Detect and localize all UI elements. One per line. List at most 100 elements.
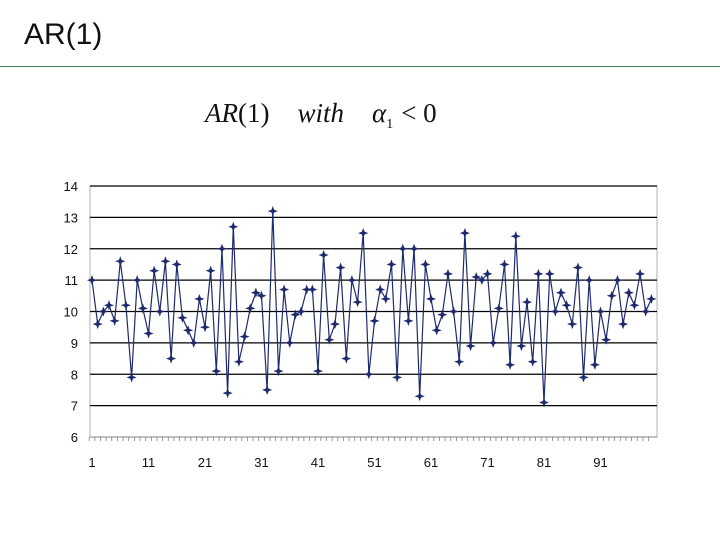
data-point [437,309,448,320]
data-point [171,259,182,270]
data-point [166,353,177,364]
data-point [409,243,420,254]
y-tick-label: 9 [71,336,78,351]
data-point [375,284,386,295]
y-tick-label: 11 [65,273,79,288]
data-point [392,372,403,383]
data-point [126,372,137,383]
data-point [493,303,504,314]
data-point [488,337,499,348]
data-point [635,268,646,279]
data-point [567,319,578,330]
data-point [403,315,414,326]
data-point [601,334,612,345]
data-point [521,297,533,308]
data-point [527,356,538,367]
data-point [307,284,318,295]
data-point [211,366,222,377]
x-tick-label: 91 [593,455,607,470]
data-point [290,309,301,320]
data-point [143,328,154,339]
data-point [341,353,352,364]
data-point [245,303,256,314]
data-point [262,384,273,395]
y-tick-label: 13 [64,210,78,225]
data-point [595,306,606,317]
data-point [329,319,341,330]
series-line [91,211,652,403]
data-point [476,275,487,286]
data-point [584,275,595,286]
data-point [640,306,651,317]
data-point [578,372,589,383]
data-point [352,297,363,308]
data-point [132,275,143,286]
formula-subscript: 1 [386,117,394,132]
data-point [183,325,194,336]
data-point [267,206,278,217]
data-point [646,293,657,304]
data-point [92,319,103,330]
data-point [301,284,312,295]
data-point [160,256,171,267]
data-point [177,312,188,323]
data-point [538,397,550,408]
data-point [533,268,544,279]
formula-lhs: AR [205,98,238,128]
data-point [98,306,109,317]
data-point [335,262,346,273]
data-point [363,369,374,380]
data-point [279,284,290,295]
x-tick-label: 21 [198,455,212,470]
data-point [199,322,211,333]
x-tick-label: 61 [424,455,438,470]
data-point [369,315,380,326]
data-point [86,275,98,286]
data-point [612,275,623,286]
data-point [623,287,634,298]
data-point [448,306,459,317]
x-tick-label: 71 [480,455,494,470]
data-point [618,319,629,330]
x-tick-label: 1 [88,455,95,470]
data-point [471,271,482,283]
data-point [606,290,617,301]
data-point [318,249,329,261]
data-point [296,306,307,317]
data-point [386,259,397,270]
data-point [154,306,165,317]
y-tick-label: 7 [71,399,78,414]
data-point [250,287,261,298]
data-point [216,243,228,254]
data-point [256,290,267,301]
data-point [284,337,295,348]
data-point [431,325,442,336]
data-point [346,275,357,286]
data-point [188,337,199,348]
data-point [516,340,527,352]
y-tick-label: 6 [71,430,78,445]
data-point [544,268,555,279]
data-point [459,228,470,239]
x-tick-label: 11 [142,455,156,470]
data-point [109,315,120,326]
data-point [561,300,572,311]
data-point [555,287,567,298]
x-tick-label: 51 [367,455,381,470]
data-point [149,265,160,276]
data-point [550,306,561,317]
data-point [572,262,583,273]
y-tick-label: 14 [64,179,78,194]
data-point [194,293,205,304]
data-point [425,293,437,304]
y-tick-label: 10 [64,305,78,320]
data-point [115,256,126,267]
data-point [273,366,284,377]
formula-symbol: α [372,98,387,128]
chart-formula: AR(1) with α1 < 0 [205,98,437,133]
data-point [205,265,216,276]
data-point [629,300,640,311]
data-point [380,293,391,304]
x-tick-label: 81 [537,455,551,470]
